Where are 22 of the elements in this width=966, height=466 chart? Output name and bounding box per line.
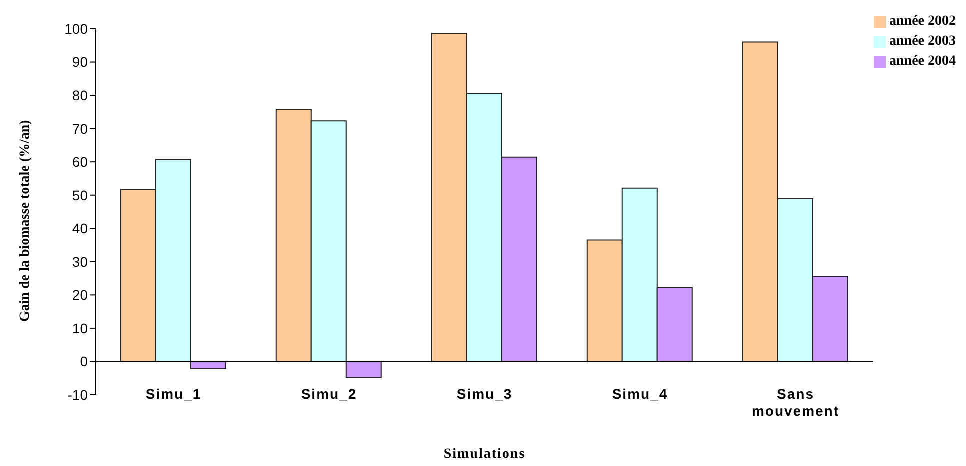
x-tick-label: Simu_3 xyxy=(456,386,513,402)
y-tick-label: 40 xyxy=(72,220,88,237)
y-tick-label: 100 xyxy=(64,20,88,37)
y-tick-label: 10 xyxy=(72,320,88,336)
y-tick-label: 50 xyxy=(72,187,88,204)
y-tick-label: 60 xyxy=(72,154,88,170)
legend-label: année 2003 xyxy=(890,34,956,49)
y-tick-label: 90 xyxy=(72,54,88,70)
legend-label: année 2002 xyxy=(890,14,956,29)
x-tick-label: Simu_2 xyxy=(301,386,358,402)
x-tick-label: Simu_4 xyxy=(612,386,668,402)
y-tick-label: 30 xyxy=(72,254,88,270)
x-tick-label: Simu_1 xyxy=(146,386,202,402)
y-tick-label: -10 xyxy=(68,386,88,403)
y-tick-label: 80 xyxy=(72,88,88,104)
y-tick-label: 70 xyxy=(72,120,88,137)
x-tick-label: Sans mouvement xyxy=(752,386,840,419)
x-axis-title: Simulations xyxy=(444,447,526,462)
legend-label: année 2004 xyxy=(890,54,956,69)
y-axis-title: Gain de la biomasse totale (%/an) xyxy=(18,120,33,322)
y-tick-label: 20 xyxy=(72,287,88,304)
y-tick-label: 0 xyxy=(80,354,88,370)
